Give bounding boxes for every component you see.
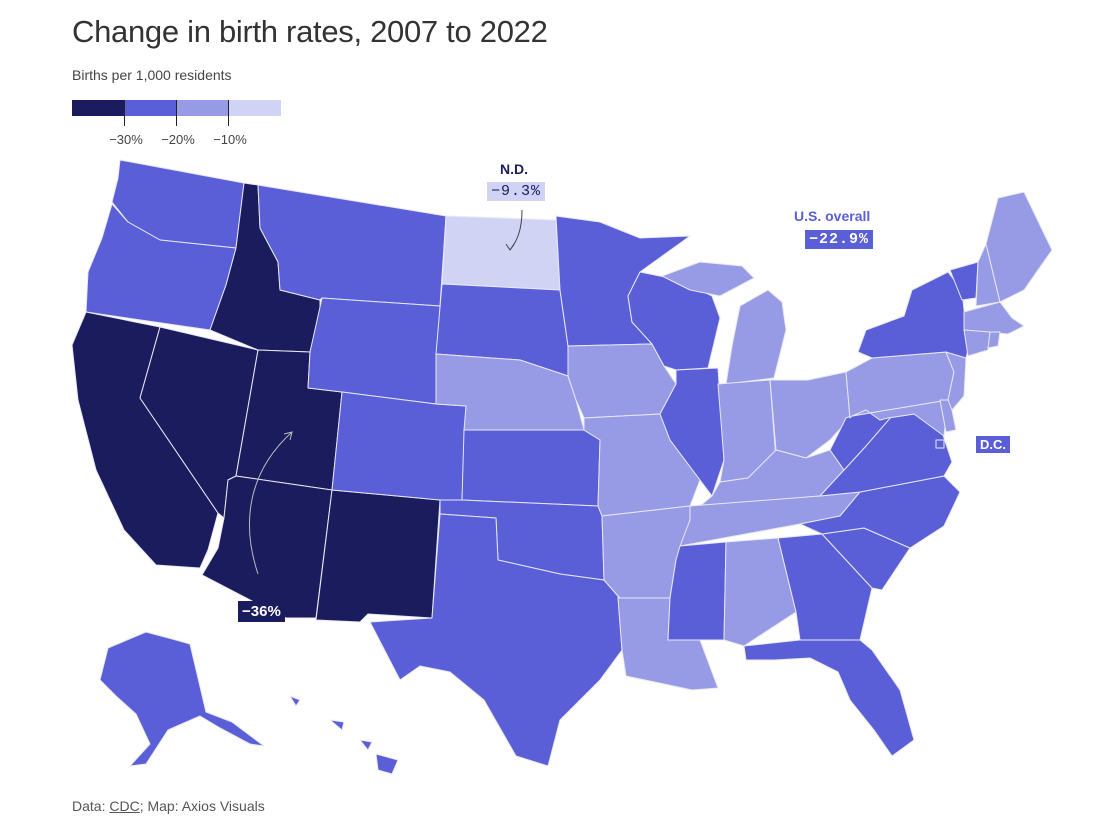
state-MS[interactable] — [667, 541, 727, 641]
state-NM[interactable] — [315, 489, 441, 623]
legend-swatch-darkest — [72, 100, 125, 116]
us-overall-label: U.S. overall — [794, 208, 871, 224]
state-CO[interactable] — [331, 391, 467, 501]
state-KS[interactable] — [461, 429, 601, 507]
legend-tick — [228, 100, 229, 126]
legend-swatch-light — [228, 100, 281, 116]
state-ND[interactable] — [441, 215, 561, 291]
us-overall-value: −22.9% — [805, 230, 874, 249]
source-prefix: Data: — [72, 798, 110, 814]
source-suffix: ; Map: Axios Visuals — [139, 798, 265, 814]
map-title: Change in birth rates, 2007 to 2022 — [72, 14, 548, 49]
utah-annotation-value: −36% — [238, 601, 285, 622]
state-MA[interactable] — [963, 301, 1025, 335]
state-NC[interactable] — [799, 475, 961, 549]
state-DE[interactable] — [939, 399, 957, 433]
state-MI[interactable] — [661, 261, 787, 385]
state-CT[interactable] — [963, 329, 991, 357]
utah-arrow-head — [283, 431, 293, 441]
nd-annotation-value: −9.3% — [487, 182, 546, 201]
legend-swatch-medium — [176, 100, 229, 116]
legend-tick-label: −10% — [213, 132, 247, 147]
legend-swatch-dark — [124, 100, 177, 116]
state-FL[interactable] — [743, 639, 915, 757]
legend-tick-label: −20% — [161, 132, 195, 147]
state-WY[interactable] — [307, 297, 441, 405]
dc-label: D.C. — [976, 436, 1010, 453]
state-NY[interactable] — [857, 271, 969, 359]
state-TX[interactable] — [369, 513, 623, 767]
state-MT[interactable] — [257, 184, 447, 307]
state-HI[interactable] — [289, 695, 399, 775]
color-legend — [72, 100, 281, 116]
legend-tick-label: −30% — [109, 132, 143, 147]
source-link-cdc[interactable]: CDC — [109, 798, 140, 814]
utah-arrow — [248, 431, 293, 575]
state-MD[interactable] — [851, 399, 949, 437]
state-ME[interactable] — [985, 191, 1053, 303]
state-RI[interactable] — [987, 331, 1001, 349]
state-AL[interactable] — [723, 537, 797, 647]
state-DC[interactable] — [935, 439, 945, 449]
nd-arrow-head — [505, 243, 515, 251]
state-AK[interactable] — [99, 631, 265, 767]
source-note: Data: CDC; Map: Axios Visuals — [72, 798, 265, 814]
legend-tick — [124, 100, 125, 126]
legend-tick — [176, 100, 177, 126]
nd-annotation-label: N.D. — [500, 161, 528, 177]
map-subtitle: Births per 1,000 residents — [72, 67, 232, 83]
